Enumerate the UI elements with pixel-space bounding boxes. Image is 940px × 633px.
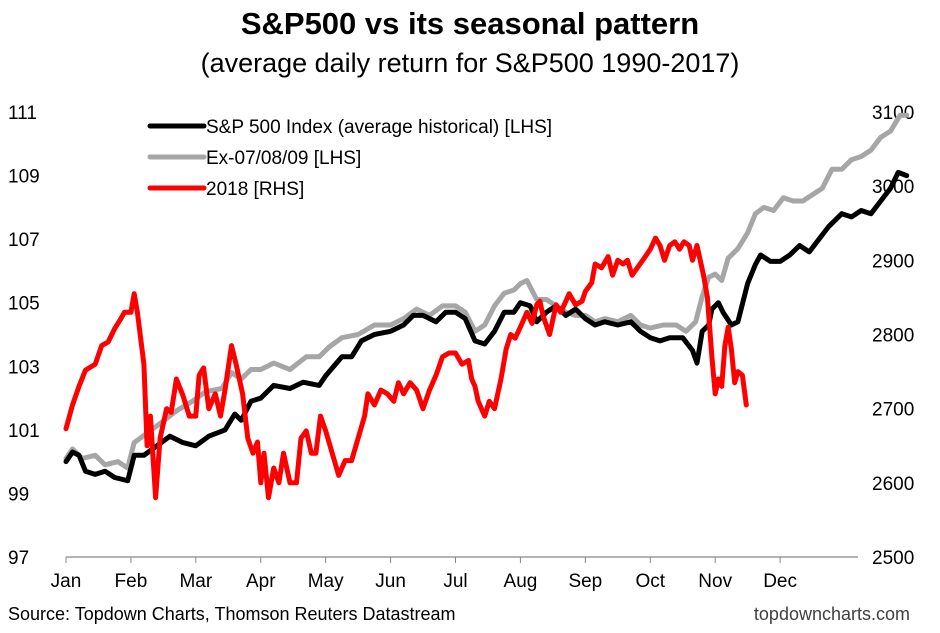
left-axis-ticks: 97 99 101 103 105 107 109 111 [8, 103, 40, 569]
right-tick-label: 3100 [872, 103, 914, 124]
legend: S&P 500 Index (average historical) [LHS]… [147, 117, 552, 200]
x-tick-label: Jun [375, 571, 406, 592]
x-tick-label: Jul [443, 571, 467, 592]
series-lines [63, 112, 910, 501]
left-tick-label: 99 [8, 484, 29, 505]
right-tick-label: 2500 [872, 548, 914, 569]
x-tick-label: Aug [504, 571, 538, 592]
x-axis-ticks: Jan Feb Mar Apr May Jun Jul Aug Sep Oct Nov Dec [51, 557, 797, 592]
left-tick-label: 101 [8, 421, 40, 442]
right-tick-label: 2700 [872, 400, 914, 421]
x-tick-label: Nov [698, 571, 732, 592]
brand-watermark: topdowncharts.com [754, 604, 910, 624]
left-tick-label: 109 [8, 167, 40, 188]
x-tick-label: Dec [763, 571, 797, 592]
chart-subtitle: (average daily return for S&P500 1990-20… [201, 48, 740, 78]
left-tick-label: 97 [8, 548, 29, 569]
x-tick-label: Oct [635, 571, 665, 592]
series-line-0 [63, 169, 910, 484]
x-tick-label: Mar [179, 571, 212, 592]
left-tick-label: 103 [8, 357, 40, 378]
right-tick-label: 2900 [872, 251, 914, 272]
source-note: Source: Topdown Charts, Thomson Reuters … [8, 604, 456, 624]
x-tick-label: Sep [568, 571, 602, 592]
x-tick-label: Jan [51, 571, 82, 592]
x-tick-label: Apr [246, 571, 276, 592]
x-tick-label: Feb [115, 571, 148, 592]
right-tick-label: 2800 [872, 326, 914, 347]
left-tick-label: 111 [8, 103, 37, 124]
left-tick-label: 107 [8, 230, 40, 251]
chart-title: S&P500 vs its seasonal pattern [241, 6, 699, 41]
legend-label: Ex-07/08/09 [LHS] [206, 148, 361, 169]
legend-label: 2018 [RHS] [206, 179, 304, 200]
left-tick-label: 105 [8, 294, 40, 315]
series-line-2 [63, 235, 749, 501]
x-tick-label: May [308, 571, 344, 592]
right-tick-label: 2600 [872, 474, 914, 495]
legend-label: S&P 500 Index (average historical) [LHS] [206, 117, 552, 138]
